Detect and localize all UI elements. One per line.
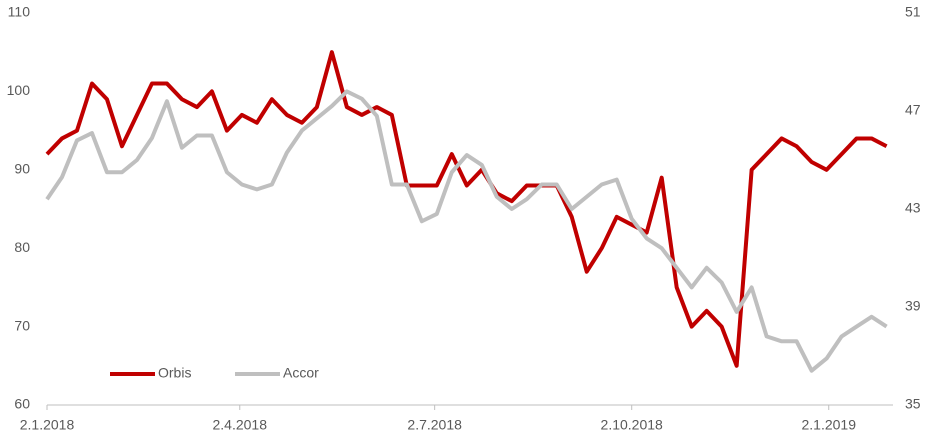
legend-label: Accor (283, 365, 319, 381)
y2-tick-label: 39 (905, 298, 921, 314)
legend-label: Orbis (158, 365, 191, 381)
y2-tick-label: 43 (905, 200, 921, 216)
y2-tick-label: 47 (905, 102, 921, 118)
x-tick-label: 2.7.2018 (407, 417, 462, 433)
series-line (45, 50, 888, 368)
series-line (45, 89, 888, 373)
y-tick-label: 100 (7, 82, 31, 98)
x-tick-label: 2.4.2018 (213, 417, 268, 433)
y-tick-label: 60 (14, 396, 30, 412)
y-tick-label: 70 (14, 317, 30, 333)
y-tick-label: 90 (14, 161, 30, 177)
x-tick-label: 2.10.2018 (601, 417, 663, 433)
x-tick-label: 2.1.2019 (801, 417, 856, 433)
y-tick-label: 110 (8, 4, 31, 20)
x-tick-label: 2.1.2018 (20, 417, 75, 433)
y2-tick-label: 35 (905, 396, 921, 412)
y2-tick-label: 51 (905, 4, 921, 20)
y-tick-label: 80 (14, 239, 30, 255)
